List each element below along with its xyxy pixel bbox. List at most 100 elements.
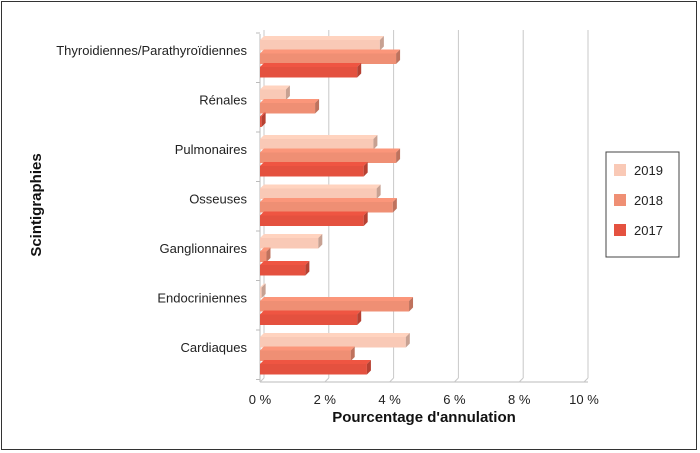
- bar-end: [366, 360, 371, 375]
- category-label: Endocriniennes: [157, 291, 247, 306]
- bar-top: [260, 333, 410, 337]
- gridline-floor: [454, 377, 459, 383]
- bar: [260, 135, 378, 150]
- category-label: Ganglionnaires: [160, 241, 248, 256]
- bar-front: [260, 287, 262, 298]
- legend-label: 2019: [634, 163, 663, 178]
- bar-end: [350, 346, 355, 361]
- bar-front: [260, 314, 358, 325]
- bar-front: [260, 139, 374, 150]
- bar-front: [260, 364, 367, 375]
- bar-front: [260, 166, 364, 177]
- gridline-floor: [324, 377, 330, 383]
- bar-end: [363, 162, 368, 177]
- category-label: Thyroidiennes/Parathyroïdiennes: [56, 43, 247, 58]
- bar: [260, 360, 371, 375]
- x-tick-label: 0 %: [249, 392, 272, 407]
- bar-top: [260, 234, 323, 238]
- bar-top: [260, 112, 266, 117]
- bar-end: [315, 99, 320, 114]
- bar-front: [260, 67, 358, 78]
- bar: [260, 148, 401, 163]
- bar: [260, 49, 401, 64]
- bar: [260, 162, 368, 177]
- bar-end: [409, 297, 414, 312]
- bar-top: [260, 162, 368, 166]
- bar: [260, 85, 290, 100]
- bar-end: [305, 261, 310, 276]
- x-axis-title: Pourcentage d'annulation: [332, 409, 516, 426]
- bar-end: [405, 333, 410, 348]
- bar-end: [357, 310, 362, 325]
- bar: [260, 346, 355, 361]
- bar-end: [261, 112, 266, 127]
- bar-top: [260, 283, 266, 288]
- x-tick-labels: 0 % 2 % 4 % 6 % 8 % 10 %: [249, 392, 599, 407]
- bar-front: [260, 215, 364, 226]
- bar-top: [260, 135, 378, 139]
- bar-top: [260, 49, 401, 54]
- legend: 2019 2018 2017: [605, 151, 680, 258]
- bar: [260, 333, 410, 348]
- x-tick-label: 10 %: [569, 392, 599, 407]
- bar-top: [260, 85, 290, 90]
- bar-top: [260, 261, 310, 265]
- bar-top: [260, 198, 397, 202]
- category-labels: Thyroidiennes/Parathyroïdiennes Rénales Pu…: [56, 43, 247, 355]
- bar: [260, 283, 266, 298]
- legend-swatch: [614, 164, 626, 176]
- legend-label: 2017: [634, 223, 663, 238]
- category-label: Cardiaques: [181, 340, 248, 355]
- bar: [260, 112, 266, 127]
- gridline-floor: [583, 377, 589, 383]
- bar-top: [260, 310, 362, 315]
- bar-front: [260, 202, 393, 213]
- y-axis-title: Scintigraphies: [28, 153, 45, 256]
- x-tick-label: 2 %: [314, 392, 337, 407]
- bars: [260, 36, 414, 375]
- bar: [260, 247, 271, 262]
- bar-top: [260, 99, 320, 103]
- bar: [260, 297, 414, 312]
- bar-top: [260, 346, 355, 351]
- bar-top: [260, 297, 414, 301]
- bar-end: [363, 211, 368, 226]
- bar-top: [260, 247, 271, 252]
- bar: [260, 234, 323, 249]
- gridline-floor: [518, 377, 524, 383]
- bar-front: [260, 251, 267, 262]
- bar-top: [260, 36, 384, 40]
- bar-end: [266, 247, 271, 262]
- bar-front: [260, 40, 380, 51]
- bar-end: [376, 184, 381, 199]
- bar: [260, 36, 384, 51]
- bar-front: [260, 152, 397, 163]
- bar: [260, 310, 362, 325]
- bar: [260, 211, 368, 226]
- bar-top: [260, 211, 368, 216]
- bar: [260, 198, 397, 213]
- bar-top: [260, 63, 362, 67]
- bar-front: [260, 337, 406, 348]
- bar-top: [260, 148, 401, 153]
- x-tick-label: 8 %: [508, 392, 531, 407]
- bar: [260, 261, 310, 276]
- bar-end: [396, 49, 401, 64]
- bar-end: [396, 148, 401, 163]
- bar-end: [373, 135, 378, 150]
- bar: [260, 99, 320, 114]
- bar: [260, 184, 381, 199]
- bar-front: [260, 238, 319, 249]
- bar-front: [260, 188, 377, 199]
- gridline-floor: [259, 377, 265, 383]
- x-tick-label: 6 %: [443, 392, 466, 407]
- bar-front: [260, 53, 397, 64]
- bar-front: [260, 265, 306, 276]
- legend-label: 2018: [634, 193, 663, 208]
- bar: [260, 63, 362, 78]
- bar-end: [318, 234, 323, 249]
- bar-front: [260, 301, 410, 312]
- bar-end: [379, 36, 384, 51]
- bar-end: [357, 63, 362, 78]
